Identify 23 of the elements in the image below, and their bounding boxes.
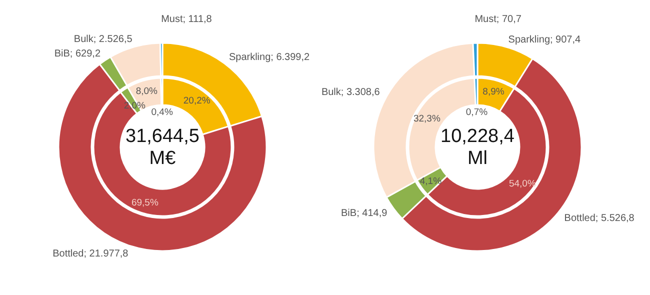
text: 31,644,5 — [126, 126, 200, 147]
slice-label: Must; 70,7 — [474, 14, 522, 26]
data-label: 2,0% — [124, 100, 146, 112]
slice-label: BiB; 414,9 — [341, 208, 388, 220]
slice-label: Bottled; 21.977,8 — [52, 248, 129, 260]
data-label: 32,3% — [413, 114, 441, 125]
slice-label: Sparkling; 907,4 — [508, 34, 582, 46]
slice-label: Bottled; 5.526,8 — [564, 212, 635, 224]
text: M€ — [149, 148, 176, 169]
slice-label: Sparkling; 6.399,2 — [228, 52, 310, 63]
data-label: 8,9% — [482, 86, 505, 98]
data-label: 8,0% — [136, 86, 158, 98]
slice-label: BiB; 629,2 — [54, 48, 101, 60]
data-label: 0,4% — [151, 107, 174, 118]
text: Ml — [467, 148, 488, 169]
slice-label: Bulk; 3.308,6 — [321, 87, 380, 98]
slice-label: Must; 111,8 — [161, 14, 212, 26]
data-label: 69,5% — [131, 197, 159, 208]
slice-label: Bulk; 2.526,5 — [74, 34, 133, 46]
data-label: 0,7% — [466, 107, 488, 118]
text: 10,228,4 — [440, 126, 515, 147]
data-label: 4,1% — [420, 176, 442, 188]
data-label: 20,2% — [183, 95, 211, 106]
